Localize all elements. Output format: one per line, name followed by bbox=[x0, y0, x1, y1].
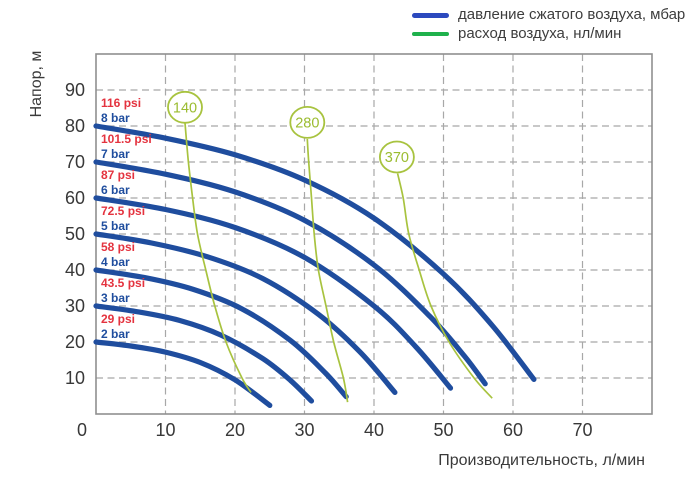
air-flow-badge-280 bbox=[289, 106, 326, 139]
psi-label: 29 psi bbox=[101, 312, 135, 326]
pressure-line-swatch bbox=[412, 12, 449, 18]
x-tick-label: 40 bbox=[364, 420, 384, 440]
y-tick-label: 70 bbox=[65, 152, 85, 172]
y-tick-label: 20 bbox=[65, 332, 85, 352]
bar-label: 2 bar bbox=[101, 327, 130, 341]
pressure-curve-5-bar bbox=[93, 231, 398, 395]
legend-item-pressure: давление сжатого воздуха, мбар bbox=[412, 6, 685, 24]
pressure-curve-6-bar bbox=[93, 195, 454, 391]
bar-label: 7 bar bbox=[101, 147, 130, 161]
air-flow-badge-140 bbox=[167, 90, 203, 124]
x-tick-label: 70 bbox=[572, 420, 592, 440]
legend-label-air-flow: расход воздуха, нл/мин bbox=[458, 25, 622, 42]
air-flow-line-370 bbox=[396, 173, 493, 399]
psi-label: 116 psi bbox=[101, 96, 141, 110]
psi-label: 43.5 psi bbox=[101, 276, 145, 290]
y-tick-label: 60 bbox=[65, 188, 85, 208]
legend-label-pressure: давление сжатого воздуха, мбар bbox=[458, 6, 686, 23]
air-flow-badge-label: 140 bbox=[173, 100, 197, 116]
air-flow-line-280 bbox=[306, 138, 349, 403]
y-tick-label: 90 bbox=[65, 80, 85, 100]
air-flow-badge-label: 280 bbox=[295, 115, 319, 131]
pressure-curve-8-bar bbox=[93, 123, 537, 382]
y-tick-label: 40 bbox=[65, 260, 85, 280]
psi-label: 87 psi bbox=[101, 168, 135, 182]
x-tick-label: 10 bbox=[155, 420, 175, 440]
bar-label: 4 bar bbox=[101, 255, 130, 269]
y-tick-label: 50 bbox=[65, 224, 85, 244]
pressure-curve-2-bar bbox=[93, 339, 273, 408]
air-flow-badge-label: 370 bbox=[385, 150, 409, 166]
x-tick-label: 60 bbox=[503, 420, 523, 440]
air-flow-line-140 bbox=[184, 123, 252, 393]
x-tick-label: 20 bbox=[225, 420, 245, 440]
x-tick-label: 0 bbox=[77, 420, 87, 440]
pressure-curve-7-bar bbox=[93, 159, 488, 387]
y-tick-label: 10 bbox=[65, 368, 85, 388]
pressure-curve-4-bar bbox=[93, 267, 349, 400]
psi-label: 101.5 psi bbox=[101, 132, 152, 146]
bar-label: 3 bar bbox=[101, 291, 130, 305]
x-axis-title: Производительность, л/мин bbox=[438, 452, 645, 469]
psi-label: 58 psi bbox=[101, 240, 135, 254]
air-flow-line-swatch bbox=[412, 32, 449, 36]
y-tick-label: 80 bbox=[65, 116, 85, 136]
x-tick-label: 30 bbox=[294, 420, 314, 440]
chart-legend: давление сжатого воздуха, мбар расход во… bbox=[412, 6, 685, 44]
x-tick-label: 50 bbox=[433, 420, 453, 440]
bar-label: 8 bar bbox=[101, 111, 130, 125]
air-flow-badge-370 bbox=[378, 140, 415, 174]
bar-label: 5 bar bbox=[101, 219, 130, 233]
y-tick-label: 30 bbox=[65, 296, 85, 316]
psi-label: 72.5 psi bbox=[101, 204, 145, 218]
legend-item-air-flow: расход воздуха, нл/мин bbox=[412, 25, 685, 43]
bar-label: 6 bar bbox=[101, 183, 130, 197]
pressure-curve-3-bar bbox=[93, 303, 315, 404]
